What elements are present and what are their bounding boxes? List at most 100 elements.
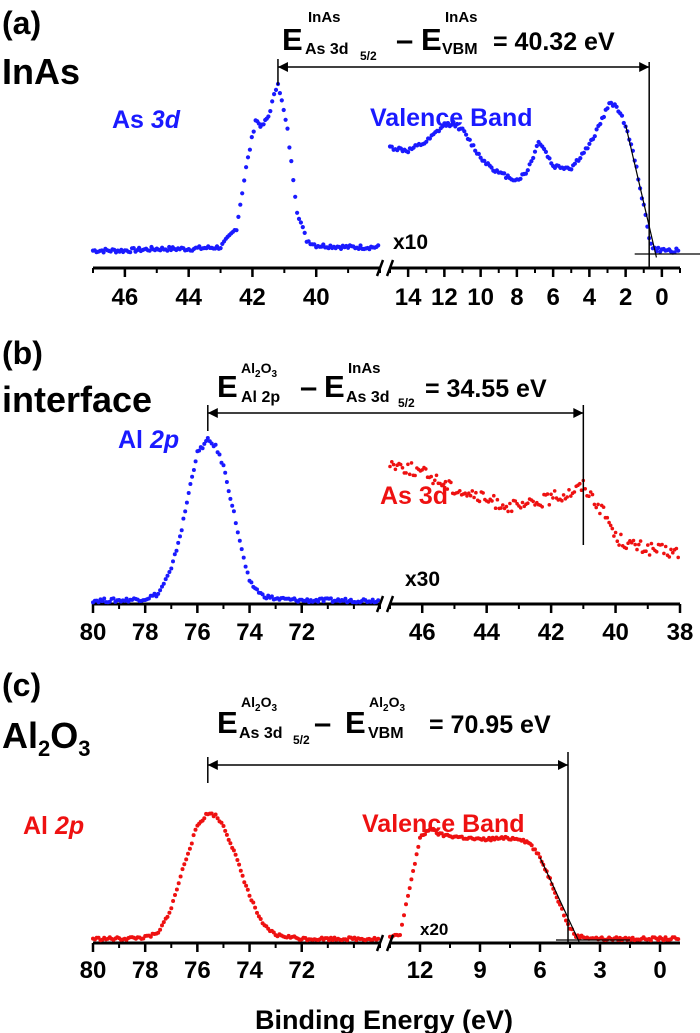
panel-a-data-point [256, 121, 261, 126]
svg-text:InAs: InAs [308, 9, 341, 26]
panel-a-data-point [376, 243, 381, 248]
panel-c-data-point [407, 886, 412, 891]
panel-a-data-point [266, 114, 271, 119]
svg-text:= 34.55 eV: = 34.55 eV [425, 375, 547, 403]
panel-b-data-point [590, 492, 595, 497]
panel-a-data-point [261, 122, 266, 127]
panel-b-data-point [243, 564, 248, 569]
panel-b-data-point [605, 515, 610, 520]
panel-b-data-point [499, 506, 503, 510]
panel-b-data-point [174, 548, 179, 553]
panel-b-data-point [663, 544, 668, 549]
panel-b-tick-label: 44 [473, 619, 500, 646]
panel-b-data-point [406, 462, 410, 467]
panel-b-data-point [526, 501, 530, 506]
panel-b-data-point [264, 596, 269, 601]
panel-a-axis-break [375, 259, 385, 277]
panel-a-data-point [581, 150, 587, 155]
panel-a-data-point [578, 156, 583, 161]
panel-b-tick-label: 76 [184, 619, 211, 646]
panel-c-data-point [245, 887, 250, 892]
panel-a-data-point [502, 171, 507, 176]
panel-a-edge-fit-line [625, 124, 658, 258]
panel-c-multiplier: x20 [420, 920, 448, 939]
panel-b-data-point [588, 490, 593, 494]
panel-a-data-point [272, 92, 277, 97]
panel-b-data-point [171, 559, 175, 564]
panel-b-data-point [646, 543, 650, 547]
panel-b-data-point [393, 467, 398, 472]
panel-a-data-point [356, 246, 361, 251]
panel-b-data-point [169, 566, 174, 571]
panel-c-data-point [398, 933, 402, 937]
panel-c-data-point [376, 936, 381, 941]
svg-text:E: E [345, 705, 366, 740]
panel-c-data-point [221, 824, 226, 828]
panel-b-data-point [667, 555, 672, 559]
panel-c-data-point [412, 861, 417, 866]
panel-b-data-point [540, 505, 544, 509]
panel-b-data-point [468, 493, 473, 498]
panel-b-data-point [594, 505, 598, 510]
panel-b-data-point [343, 596, 348, 601]
panel-b-data-point [501, 503, 505, 507]
panel-b-data-point [560, 498, 564, 503]
panel-b-data-point [492, 493, 496, 498]
panel-b-data-point [644, 549, 648, 553]
panel-c-letter: (c) [2, 667, 41, 703]
panel-b-data-point [662, 551, 666, 556]
panel-b-data-point [612, 534, 616, 538]
panel-b-letter: (b) [2, 335, 43, 371]
panel-b-data-point [328, 596, 333, 601]
panel-b-data-point [221, 463, 226, 468]
panel-b-data-point [235, 530, 240, 535]
panel-c-data-point [247, 893, 252, 898]
panel-b-data-point [547, 503, 552, 507]
panel-b-data-point [433, 478, 437, 483]
panel-a-data-point [648, 241, 654, 246]
panel-a-data-point [547, 156, 552, 161]
panel-c-tick-label: 80 [80, 957, 107, 984]
svg-text:Al 2p: Al 2p [241, 389, 280, 406]
panel-a-data-point [585, 146, 590, 151]
panel-a-data-point [489, 165, 494, 170]
panel-a-tick-label: 42 [239, 284, 266, 311]
panel-b-data-point [545, 492, 550, 496]
panel-b-data-point [506, 509, 510, 514]
svg-text:= 70.95 eV: = 70.95 eV [429, 711, 551, 739]
panel-a-data-point [427, 136, 432, 141]
panel-c-data-point [409, 877, 414, 882]
svg-text:InAs: InAs [348, 360, 381, 377]
panel-b-data-point [391, 462, 396, 467]
panel-c-data-point [223, 828, 228, 833]
panel-b-data-point [467, 491, 471, 496]
panel-a-tick-label: 8 [510, 284, 523, 311]
svg-text:Al2O3: Al2O3 [241, 360, 277, 380]
panel-a-tick-label: 4 [583, 284, 597, 311]
panel-a-data-point [128, 250, 133, 255]
panel-c-data-point [202, 816, 207, 821]
panel-a-data-point [523, 171, 529, 176]
panel-a-data-point [279, 98, 284, 103]
panel-b-data-point [579, 488, 584, 493]
panel-b-data-point [660, 542, 664, 547]
panel-b-data-point [613, 530, 618, 535]
panel-b-data-point [443, 479, 448, 484]
panel-b-data-point [610, 526, 615, 531]
panel-a-data-point [467, 137, 472, 142]
panel-c-data-point [533, 847, 537, 852]
panel-a-data-point [621, 120, 626, 126]
panel-a-data-point [268, 109, 273, 114]
panel-c-axis-break [385, 934, 395, 952]
panel-c-tick-label: 0 [653, 957, 666, 984]
panel-b-data-point [551, 496, 555, 500]
panel-c-data-point [648, 938, 653, 943]
panel-c-data-point [258, 917, 263, 921]
panel-b-data-point [158, 588, 163, 593]
panel-a-tick-label: 12 [431, 284, 458, 311]
panel-c-data-point [189, 841, 194, 846]
panel-b-data-point [181, 516, 186, 521]
panel-b-data-point [654, 550, 659, 554]
panel-a-data-point [601, 114, 607, 120]
panel-b-data-point [233, 521, 238, 526]
